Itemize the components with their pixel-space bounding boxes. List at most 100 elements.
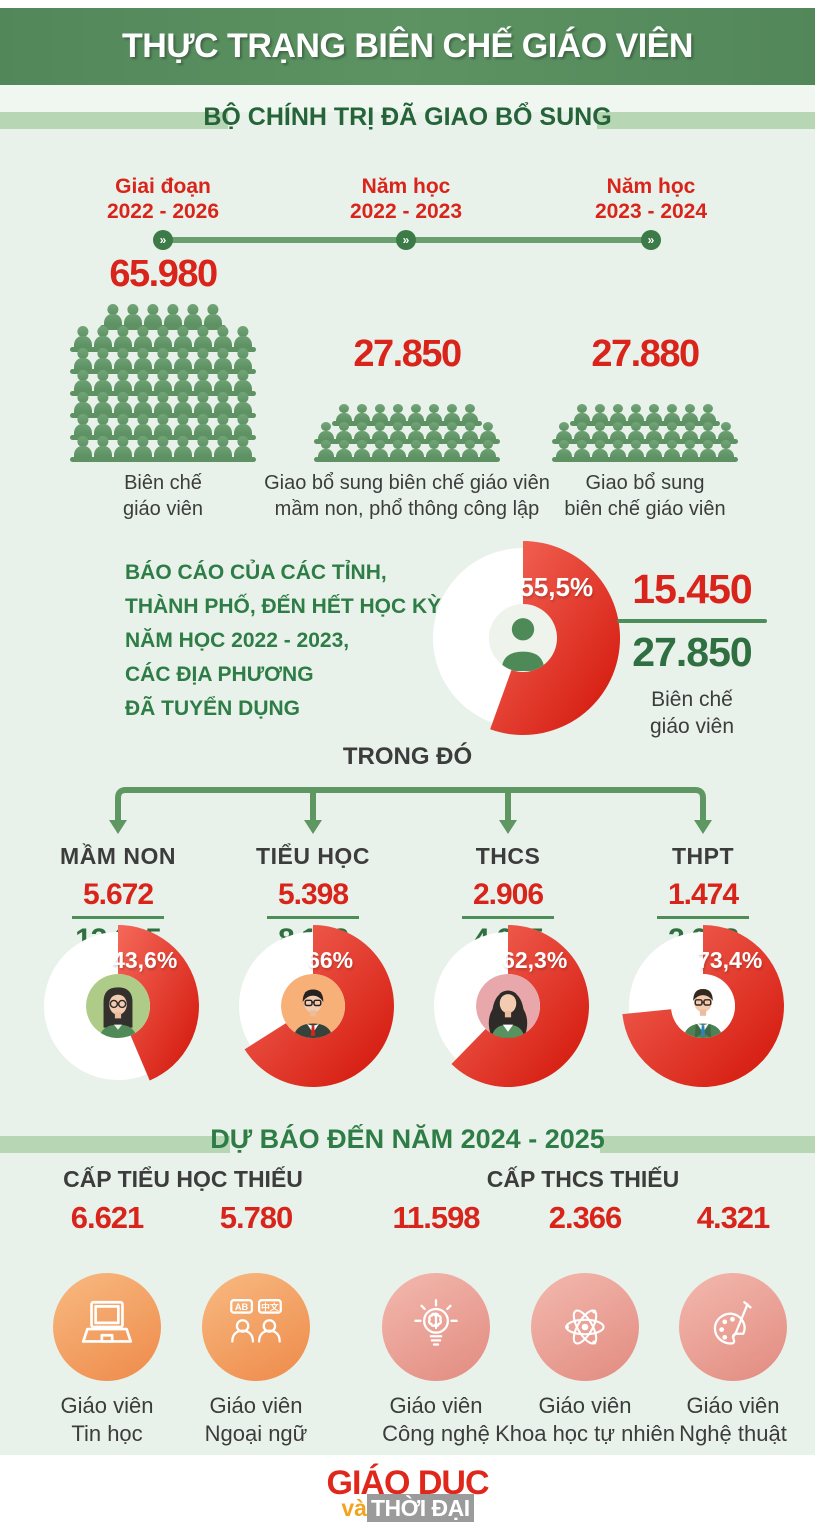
section-politburo-title: BỘ CHÍNH TRỊ ĐÃ GIAO BỔ SUNG [203,103,612,131]
donut-chart-tieu-hoc: 66% [239,925,394,1087]
pictogram-caption: Giao bổ sung biên chế giáo viên mầm non,… [264,472,550,520]
people-crowd-icon [314,380,500,462]
avatar-woman-long-hair [476,974,540,1038]
pictogram-caption: Biên chế giáo viên [122,472,204,520]
laptop-icon [81,1300,133,1343]
donut-center [489,604,557,672]
forecast-label: Giáo viên Công nghệ [382,1393,490,1446]
forecast-title: DỰ BÁO ĐẾN NĂM 2024 - 2025 [210,1124,605,1154]
forecast-badge [679,1273,787,1381]
person-icon [645,440,663,462]
person-icon [389,440,407,462]
recruited-note: BÁO CÁO CỦA CÁC TỈNH, THÀNH PHỐ, ĐẾN HẾT… [125,561,459,720]
pictogram-group-preschool: 27.850 Giao bổ sung biên chế giáo viên m… [252,332,562,522]
person-icon [133,436,153,462]
person-icon [233,436,253,462]
avatar-man-red-tie [281,974,345,1038]
section-bar-right [597,112,815,129]
person-icon [73,436,93,462]
timeline-dot-icon: » [641,230,661,250]
pictogram-group-total: 65.980 Biên chế giáo viên [43,252,283,522]
person-icon [461,440,479,462]
section-bar-left [0,112,228,129]
language-icon: AB 中文 [230,1299,282,1343]
forecast-label: Giáo viên Ngoại ngữ [204,1393,308,1446]
timeline-dot-icon: » [396,230,416,250]
timeline-milestone: Năm học 2022 - 2023 [349,175,463,224]
person-icon [479,440,497,462]
bulb-brain-icon [414,1299,458,1346]
forecast-value: 4.321 [696,1200,771,1235]
forecast-value: 6.621 [70,1200,145,1235]
forecast-badge [382,1273,490,1381]
donut-chart-recruited: 55,5% [433,541,620,735]
percent-label: 43,6% [112,947,178,973]
person-icon [591,440,609,462]
percent-label: 73,4% [697,947,763,973]
person-icon [699,440,717,462]
percent-label: 62,3% [502,947,568,973]
person-icon [93,436,113,462]
fraction-divider [72,916,164,919]
person-icon [371,440,389,462]
header-sub-strip [0,85,815,112]
person-icon [573,440,591,462]
donut-chart-thpt: 73,4% [622,925,784,1087]
forecast-badge: AB 中文 [202,1273,310,1381]
person-icon [213,436,233,462]
page-title: THỰC TRẠNG BIÊN CHẾ GIÁO VIÊN [122,27,693,65]
pictogram-value: 27.850 [353,333,462,375]
section-bar-left [0,1136,230,1153]
forecast-heading-primary: CẤP TIỂU HỌC THIẾU [63,1166,303,1192]
fraction-divider [462,916,554,919]
person-icon [317,440,335,462]
teacher-silhouette-icon [501,618,545,671]
timeline-milestone: Năm học 2023 - 2024 [594,175,708,224]
forecast-label: Giáo viên Nghệ thuật [679,1393,787,1446]
fraction-divider [267,916,359,919]
fraction-divider [657,916,749,919]
svg-text:中文: 中文 [261,1301,279,1312]
forecast-heading-secondary: CẤP THCS THIẾU [486,1166,680,1192]
person-icon [153,436,173,462]
pictogram-value: 65.980 [109,253,218,295]
top-white-strip [0,0,815,8]
timeline-milestone: Giai đoạn 2022 - 2026 [106,175,220,224]
person-icon [609,440,627,462]
header-banner: THỰC TRẠNG BIÊN CHẾ GIÁO VIÊN [0,8,815,85]
person-icon [443,440,461,462]
forecast-badge [531,1273,639,1381]
donut-chart-mam-non: 43,6% [44,925,199,1081]
palette-brush-icon [713,1301,752,1345]
person-icon [407,440,425,462]
svg-text:AB: AB [235,1302,249,1312]
logo-bottom-text: THỜI ĐẠI [366,1493,474,1522]
footer: GIÁO DỤC và THỜI ĐẠI [0,1455,815,1530]
person-icon [335,440,353,462]
person-icon [173,436,193,462]
percent-label: 66% [307,947,354,973]
person-icon [353,440,371,462]
donut-chart-thcs: 62,3% [434,925,589,1087]
section-bar-right [600,1136,815,1153]
person-icon [681,440,699,462]
person-icon [663,440,681,462]
breakdown-title: TRONG ĐÓ [342,743,473,770]
donut-sector [118,925,199,1081]
person-icon [555,440,573,462]
people-crowd-icon [70,300,256,462]
fraction-divider [617,619,767,623]
person-icon [193,436,213,462]
fraction-caption: Biên chế giáo viên [649,688,735,739]
pictogram-value: 27.880 [591,333,700,375]
logo-and-text: và [341,1494,367,1521]
forecast-value: 5.780 [219,1200,294,1235]
forecast-label: Giáo viên Khoa học tự nhiên [495,1393,675,1446]
person-icon [717,440,735,462]
pictogram-caption: Giao bổ sung biên chế giáo viên [564,472,726,520]
forecast-value: 11.598 [392,1200,480,1235]
person-icon [627,440,645,462]
timeline-dot-icon: » [153,230,173,250]
forecast-value: 2.366 [548,1200,623,1235]
fraction-denominator: 27.850 [632,629,752,675]
